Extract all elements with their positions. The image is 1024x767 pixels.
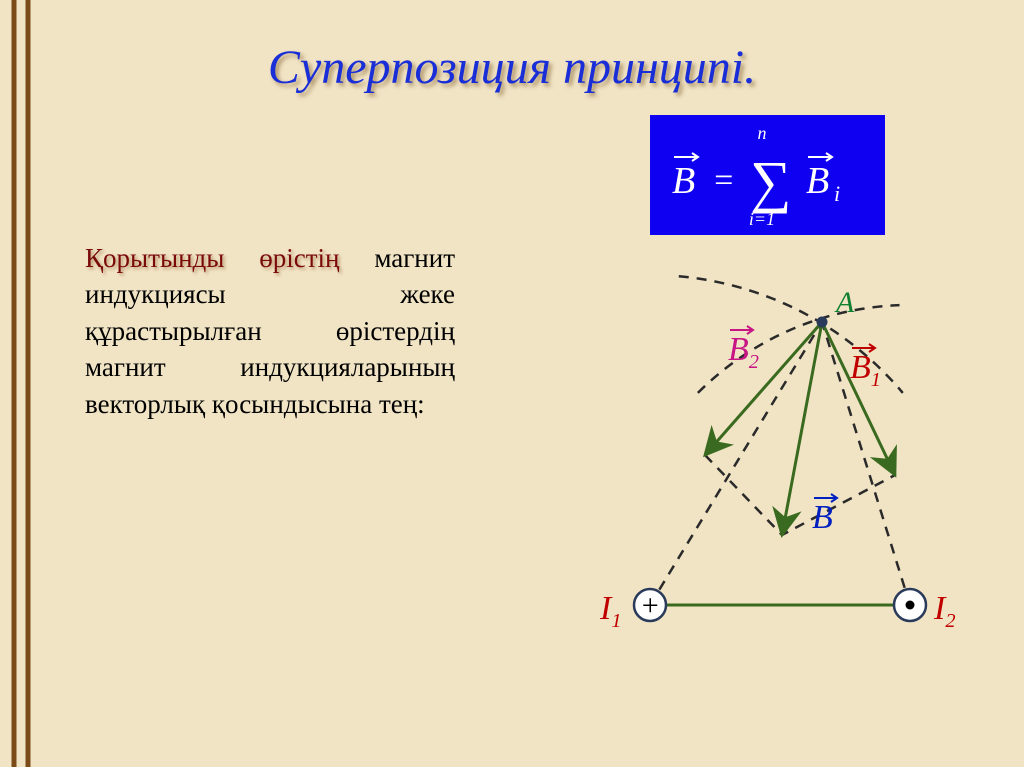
svg-text:I2: I2 xyxy=(933,590,956,632)
svg-text:B: B xyxy=(812,499,833,536)
formula-svg: B = ∑ n i=1 B i xyxy=(650,115,885,235)
superposition-diagram: A + I1 I2 B2 B1 B xyxy=(560,260,980,680)
formula-lhs: B xyxy=(672,160,695,202)
svg-text:A: A xyxy=(834,286,855,319)
sum-lower: i=1 xyxy=(749,209,775,229)
sum-upper: n xyxy=(758,123,767,143)
svg-text:B1: B1 xyxy=(850,349,881,391)
svg-text:+: + xyxy=(640,589,660,622)
slide-title: Суперпозиция принципі. xyxy=(0,40,1024,95)
svg-text:I1: I1 xyxy=(599,590,622,632)
sigma-symbol: ∑ xyxy=(750,149,791,214)
highlight-phrase: Қорытынды өрістің xyxy=(85,243,340,273)
formula-box: B = ∑ n i=1 B i xyxy=(650,115,885,235)
body-paragraph: Қорытынды өрістің магнит индукциясы жеке… xyxy=(85,240,455,422)
equals-sign: = xyxy=(712,162,735,199)
formula-rhs-base: B xyxy=(806,160,829,202)
title-text: Суперпозиция принципі. xyxy=(268,41,756,94)
slide: Суперпозиция принципі. Қорытынды өрістің… xyxy=(0,0,1024,767)
formula-rhs-sub: i xyxy=(834,181,840,206)
side-ornament xyxy=(0,0,44,767)
svg-text:B2: B2 xyxy=(728,331,759,373)
